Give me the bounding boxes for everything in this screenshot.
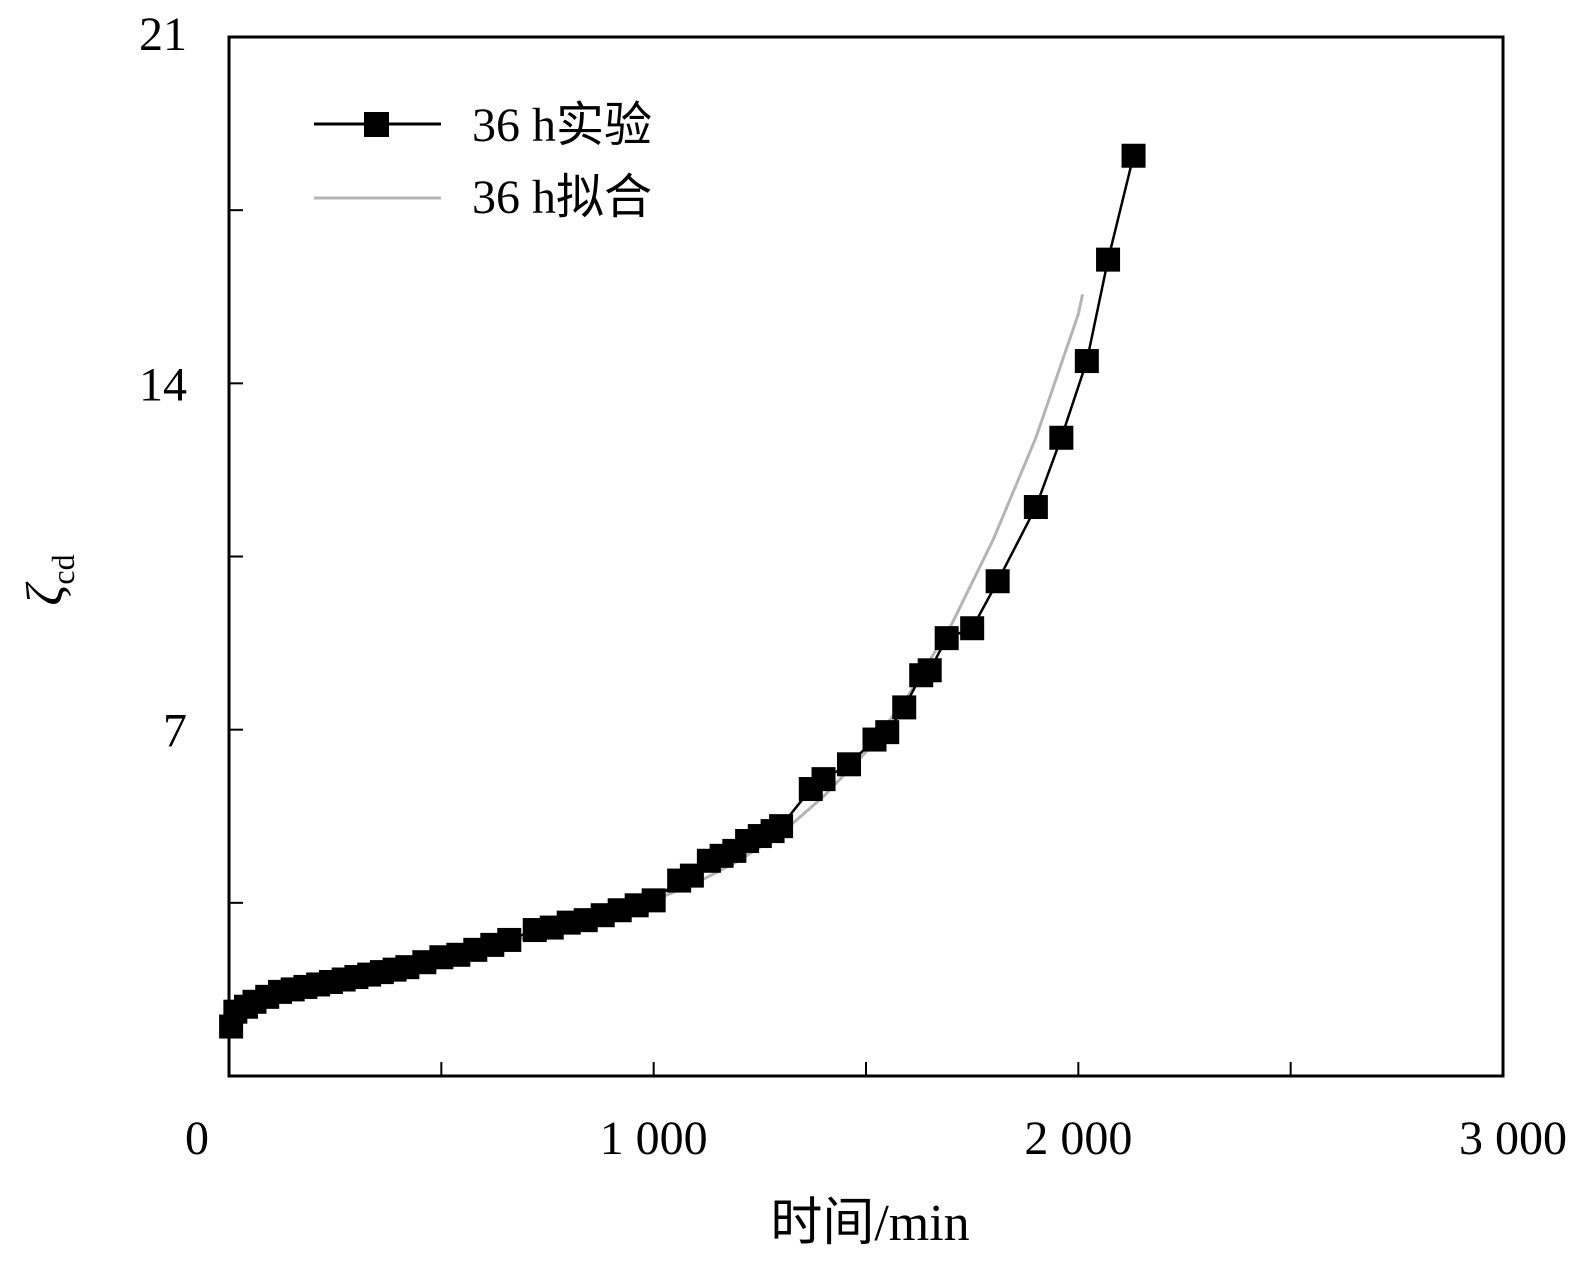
data-point: [875, 720, 900, 745]
x-axis-title: 时间/min: [770, 1195, 969, 1252]
x-tick-label: 2 000: [1024, 1112, 1132, 1165]
y-axis-title: ζcd: [17, 554, 81, 605]
legend: 36 h实验 36 h拟合: [314, 99, 652, 224]
data-point: [811, 767, 836, 792]
y-tick-label: 7: [163, 705, 187, 758]
y-tick-label: 14: [139, 358, 187, 411]
axes: 0 1 000 2 000 3 000 7 14 21: [139, 8, 1567, 1165]
plot-frame: [227, 35, 1505, 1078]
data-point: [1096, 247, 1121, 272]
plot-area: [219, 143, 1146, 1039]
y-axis-subscript: cd: [45, 554, 81, 584]
x-tick-label: 3 000: [1459, 1112, 1567, 1165]
data-point: [1121, 143, 1146, 168]
data-point: [769, 814, 794, 839]
legend-label-experiment: 36 h实验: [472, 99, 652, 152]
data-point: [1023, 495, 1048, 520]
data-point: [1074, 349, 1099, 374]
data-point: [934, 626, 959, 651]
data-point: [837, 752, 862, 777]
data-point: [497, 927, 522, 952]
data-point: [892, 695, 917, 720]
data-point: [641, 888, 666, 913]
y-axis-symbol: ζ: [17, 582, 74, 606]
data-point: [1049, 425, 1074, 450]
legend-swatch-marker: [364, 112, 389, 137]
y-tick-label: 21: [139, 8, 187, 61]
data-point: [917, 658, 942, 683]
data-point: [960, 616, 985, 641]
data-point: [985, 569, 1010, 594]
legend-label-fit: 36 h拟合: [472, 171, 652, 224]
x-tick-label: 0: [185, 1112, 209, 1165]
x-tick-label: 1 000: [600, 1112, 708, 1165]
